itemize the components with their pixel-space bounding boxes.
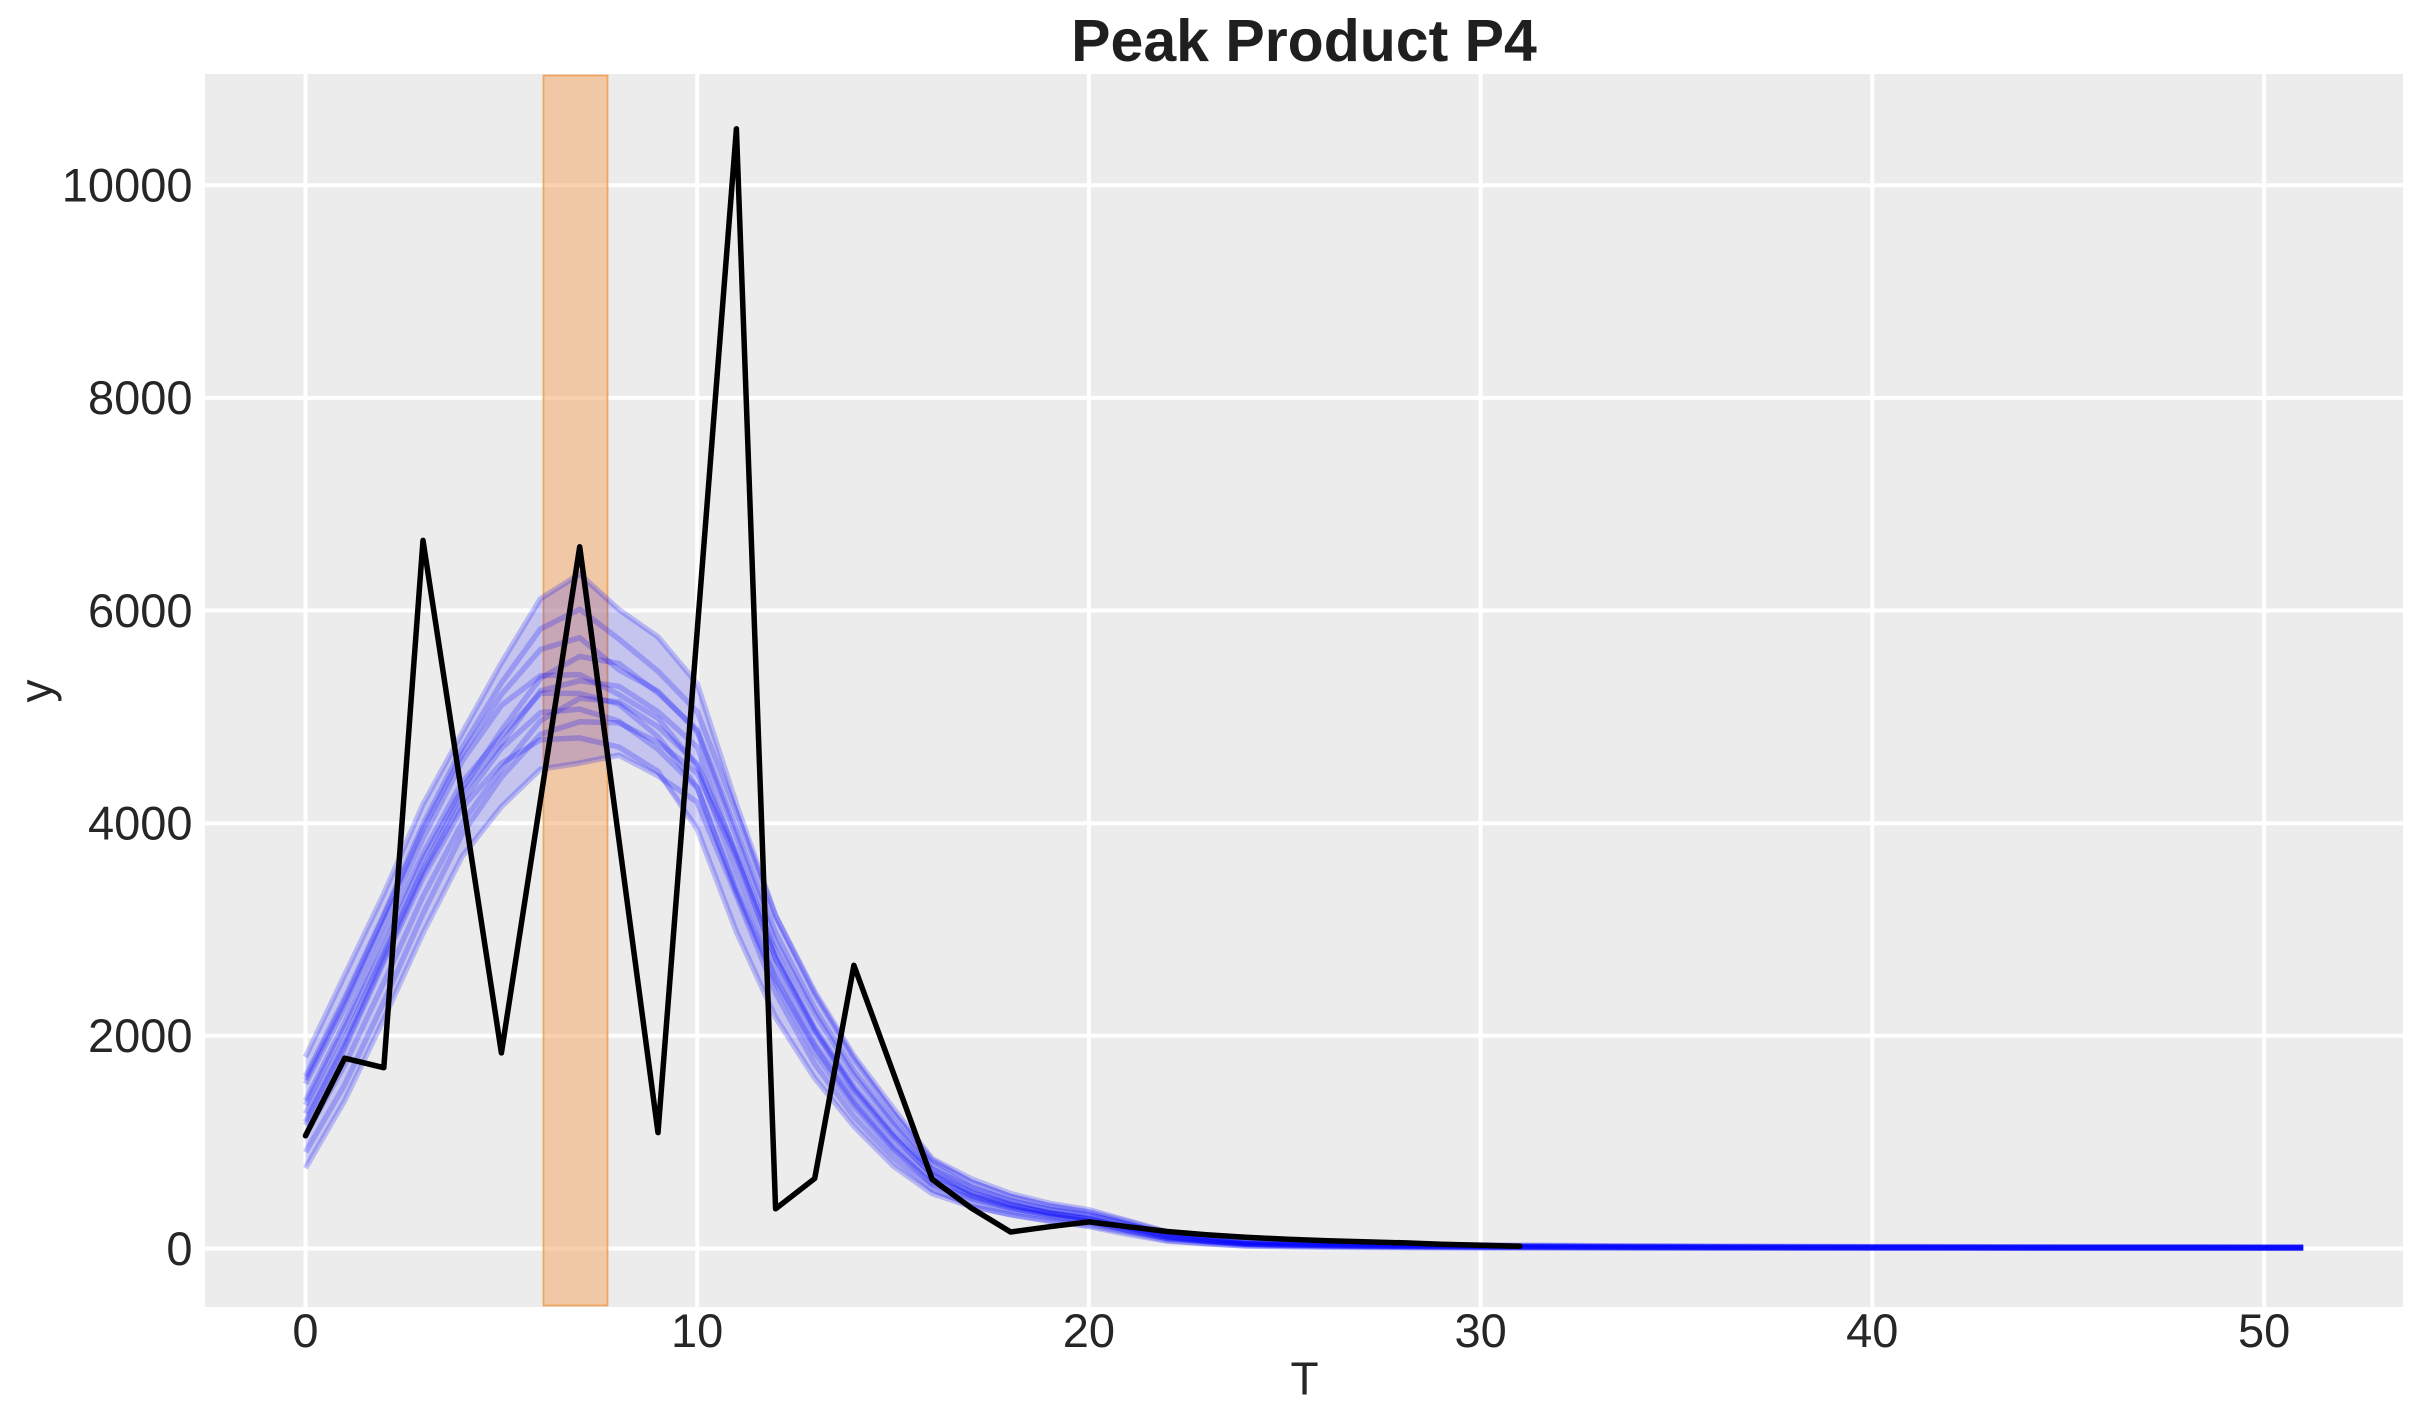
svg-text:8000: 8000	[88, 371, 193, 424]
svg-text:4000: 4000	[88, 797, 193, 850]
svg-text:2000: 2000	[88, 1009, 193, 1062]
svg-text:40: 40	[1846, 1304, 1898, 1357]
svg-text:y: y	[10, 680, 62, 703]
svg-text:6000: 6000	[88, 584, 193, 637]
svg-text:10000: 10000	[62, 159, 193, 212]
svg-text:0: 0	[166, 1222, 192, 1275]
svg-text:30: 30	[1454, 1304, 1506, 1357]
svg-text:T: T	[1290, 1353, 1318, 1405]
svg-text:20: 20	[1063, 1304, 1115, 1357]
svg-text:0: 0	[292, 1304, 318, 1357]
svg-text:50: 50	[2238, 1304, 2290, 1357]
svg-text:Peak Product P4: Peak Product P4	[1071, 8, 1537, 74]
svg-text:10: 10	[671, 1304, 723, 1357]
